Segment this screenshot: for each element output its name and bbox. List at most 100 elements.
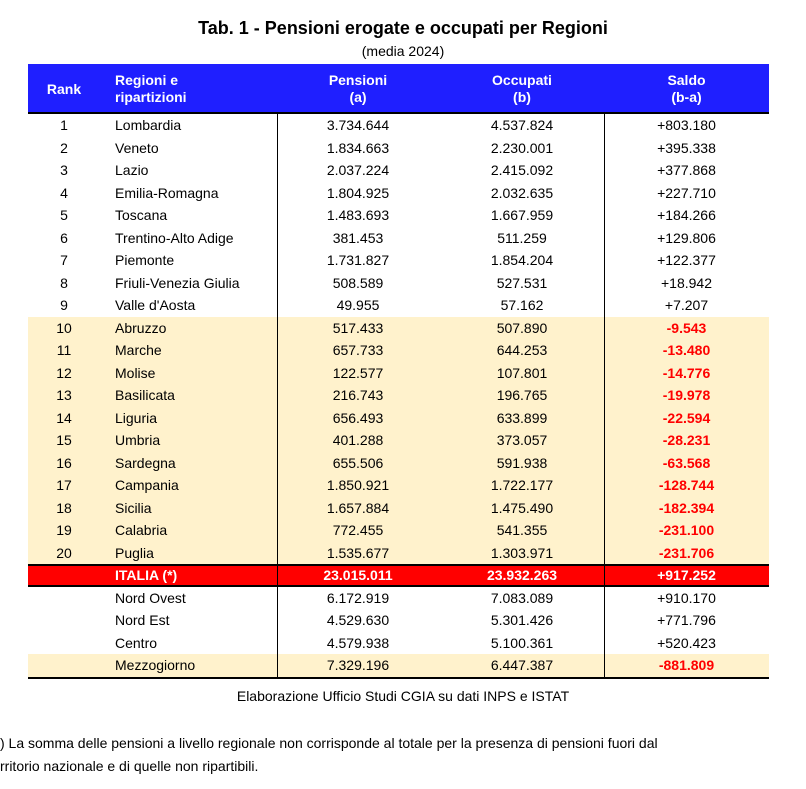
table-row: 10 Abruzzo 517.433 507.890 -9.543	[28, 316, 769, 339]
table-row: 20 Puglia 1.535.677 1.303.971 -231.706	[28, 541, 769, 564]
rank-cell: 20	[56, 544, 72, 561]
header-pensioni-line1: Pensioni	[328, 72, 388, 88]
pensioni-cell: 508.589	[332, 274, 384, 291]
header-saldo-line1: Saldo	[667, 72, 706, 88]
saldo-cell: +395.338	[657, 139, 716, 156]
occupati-cell: 591.938	[496, 454, 548, 471]
occupati-cell: 23.932.263	[486, 567, 558, 583]
region-cell: Mezzogiorno	[115, 657, 196, 673]
pensioni-cell: 3.734.644	[326, 117, 390, 133]
table-row: 2 Veneto 1.834.663 2.230.001 +395.338	[28, 137, 769, 160]
saldo-cell: +227.710	[657, 184, 716, 201]
table-row: 6 Trentino-Alto Adige 381.453 511.259 +129.8…	[28, 227, 769, 250]
rank-cell: 9	[60, 297, 68, 313]
table-row: 13 Basilicata 216.743 196.765 -19.978	[28, 384, 769, 407]
region-cell: Piemonte	[115, 252, 175, 268]
occupati-cell: 2.032.635	[490, 184, 554, 201]
total-row: ITALIA (*) 23.015.011 23.932.263 +917.252	[28, 564, 769, 587]
pensioni-cell: 656.493	[332, 409, 384, 426]
region-cell: Basilicata	[115, 387, 175, 403]
header-occupati: Occupati (b)	[441, 72, 603, 106]
table-row: 19 Calabria 772.455 541.355 -231.100	[28, 519, 769, 542]
pensioni-cell: 49.955	[336, 297, 380, 313]
region-cell: Valle d'Aosta	[115, 297, 196, 313]
header-saldo: Saldo (b-a)	[604, 72, 769, 106]
table-row: 15 Umbria 401.288 373.057 -28.231	[28, 429, 769, 452]
pensioni-cell: 216.743	[332, 387, 384, 403]
source-note: Elaborazione Ufficio Studi CGIA su dati …	[236, 688, 570, 704]
saldo-cell: -182.394	[658, 499, 715, 516]
region-cell: Emilia-Romagna	[115, 184, 219, 201]
region-cell: Puglia	[115, 544, 154, 561]
rank-cell: 1	[60, 117, 68, 133]
pensioni-cell: 122.577	[332, 364, 384, 381]
saldo-cell: +7.207	[664, 297, 709, 313]
rank-cell: 8	[60, 274, 68, 291]
pensioni-cell: 1.850.921	[326, 477, 390, 493]
header-region-line1: Regioni e	[115, 72, 179, 88]
column-divider	[604, 114, 605, 677]
table-subtitle: (media 2024)	[361, 43, 445, 59]
rank-cell: 3	[60, 162, 68, 178]
occupati-cell: 57.162	[500, 297, 544, 313]
rank-cell: 2	[60, 139, 68, 156]
region-cell: Campania	[115, 477, 179, 493]
table-row: 7 Piemonte 1.731.827 1.854.204 +122.377	[28, 249, 769, 272]
pensioni-cell: 655.506	[332, 454, 384, 471]
region-cell: Sicilia	[115, 499, 152, 516]
rank-cell: 13	[56, 387, 72, 403]
occupati-cell: 1.303.971	[490, 544, 554, 561]
pensioni-cell: 1.483.693	[326, 207, 390, 223]
saldo-cell: -13.480	[662, 342, 711, 358]
footnote: ) La somma delle pensioni a livello regi…	[0, 732, 658, 778]
rank-cell: 18	[56, 499, 72, 516]
region-cell: Umbria	[115, 432, 161, 448]
table-row: Nord Est 4.529.630 5.301.426 +771.796	[28, 609, 769, 632]
pensioni-cell: 2.037.224	[326, 162, 390, 178]
pensioni-cell: 1.804.925	[326, 184, 390, 201]
header-occupati-line1: Occupati	[492, 72, 552, 88]
table-row: 12 Molise 122.577 107.801 -14.776	[28, 361, 769, 384]
occupati-cell: 2.415.092	[490, 162, 554, 178]
saldo-cell: +122.377	[657, 252, 716, 268]
rank-cell: 6	[60, 229, 68, 246]
region-cell: Nord Ovest	[115, 589, 186, 606]
footnote-line-2: rritorio nazionale e di quelle non ripar…	[0, 758, 259, 774]
table-row: 5 Toscana 1.483.693 1.667.959 +184.266	[28, 204, 769, 227]
header-saldo-line2: (b-a)	[671, 89, 702, 105]
rank-cell: 19	[56, 522, 72, 538]
saldo-cell: -231.100	[658, 522, 715, 538]
occupati-cell: 5.100.361	[490, 634, 554, 651]
occupati-cell: 1.854.204	[490, 252, 554, 268]
saldo-cell: +18.942	[661, 274, 712, 291]
table-row: 17 Campania 1.850.921 1.722.177 -128.744	[28, 474, 769, 497]
pensioni-cell: 1.834.663	[326, 139, 390, 156]
table-title: Tab. 1 - Pensioni erogate e occupati per…	[198, 18, 608, 38]
saldo-cell: -28.231	[662, 432, 711, 448]
occupati-cell: 1.667.959	[490, 207, 554, 223]
saldo-cell: +129.806	[657, 229, 716, 246]
occupati-cell: 644.253	[496, 342, 548, 358]
region-cell: Friuli-Venezia Giulia	[115, 274, 240, 291]
table-bottom-border	[28, 676, 769, 679]
table-body: 1 Lombardia 3.734.644 4.537.824 +803.180 2 Ven…	[28, 114, 769, 677]
occupati-cell: 511.259	[497, 229, 547, 246]
table-row: 18 Sicilia 1.657.884 1.475.490 -182.394	[28, 496, 769, 519]
rank-cell: 14	[56, 409, 72, 426]
region-cell: Nord Est	[115, 612, 170, 628]
pensioni-cell: 23.015.011	[323, 567, 393, 583]
rank-cell: 17	[56, 477, 72, 493]
header-pensioni: Pensioni (a)	[277, 72, 439, 106]
occupati-cell: 7.083.089	[490, 589, 554, 606]
region-cell: Molise	[115, 364, 156, 381]
region-cell: Sardegna	[115, 454, 176, 471]
pensioni-cell: 4.529.630	[326, 612, 390, 628]
occupati-cell: 4.537.824	[490, 117, 554, 133]
saldo-cell: +520.423	[657, 634, 716, 651]
pensioni-cell: 6.172.919	[326, 589, 390, 606]
occupati-cell: 527.531	[496, 274, 548, 291]
saldo-cell: -128.744	[658, 477, 715, 493]
region-cell: Marche	[115, 342, 162, 358]
region-cell: Lazio	[115, 162, 149, 178]
occupati-cell: 373.057	[496, 432, 548, 448]
